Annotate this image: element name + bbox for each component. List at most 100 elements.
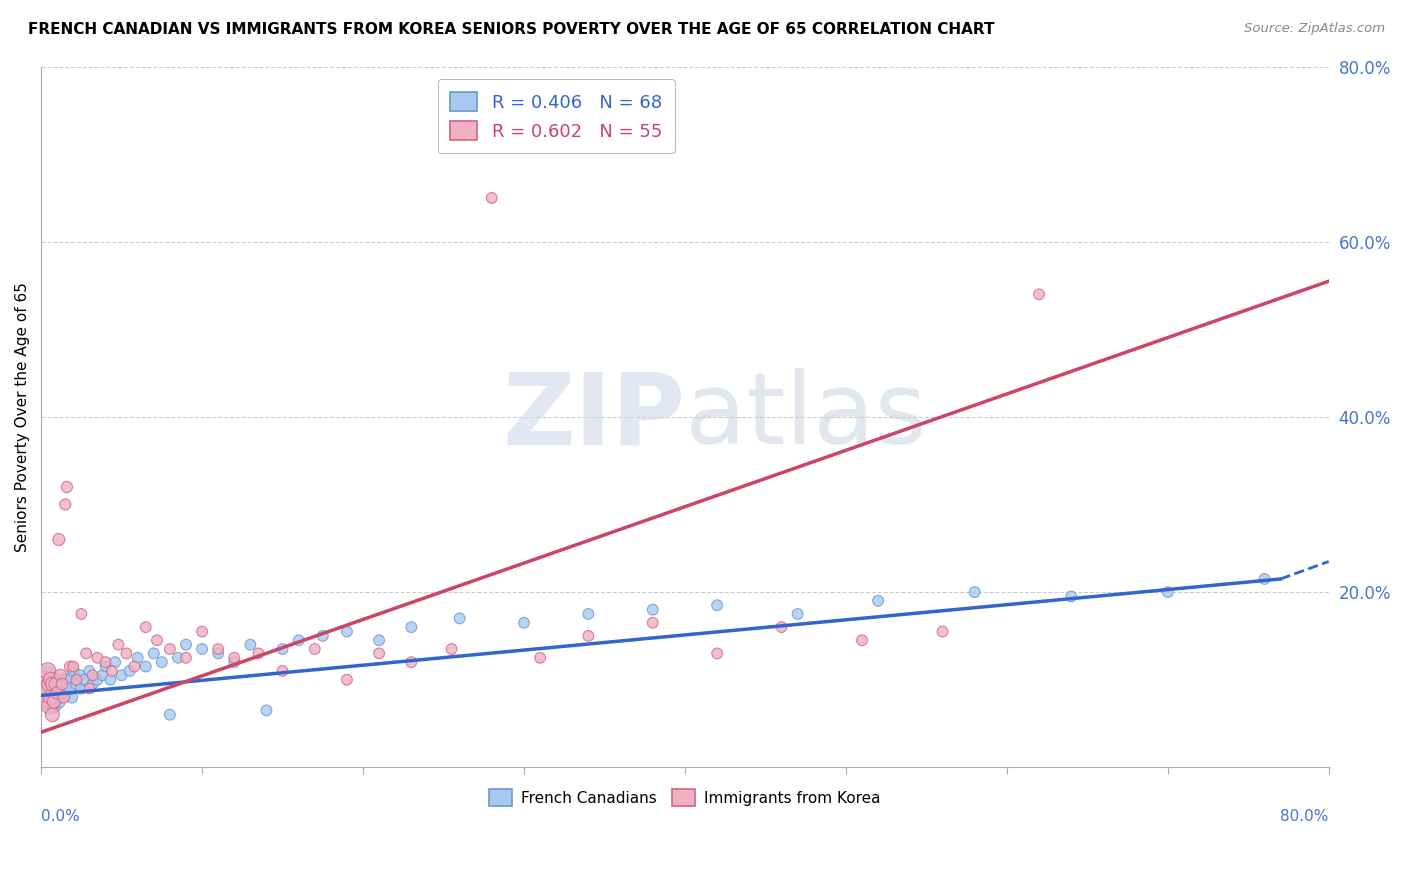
Point xyxy=(75,647,97,661)
Point xyxy=(79,681,101,696)
Point xyxy=(576,607,599,621)
Point xyxy=(49,681,72,696)
Point xyxy=(786,607,808,621)
Point xyxy=(60,690,83,705)
Point xyxy=(45,690,67,705)
Point xyxy=(51,677,73,691)
Point xyxy=(336,673,359,687)
Point xyxy=(107,638,129,652)
Point xyxy=(150,655,173,669)
Point xyxy=(868,594,890,608)
Point xyxy=(135,620,157,634)
Point xyxy=(224,655,246,669)
Point xyxy=(52,690,75,705)
Point xyxy=(39,673,62,687)
Point xyxy=(94,655,117,669)
Point xyxy=(368,633,391,648)
Point xyxy=(38,681,60,696)
Point xyxy=(127,650,149,665)
Point xyxy=(304,642,326,657)
Point xyxy=(191,642,214,657)
Point xyxy=(851,633,873,648)
Point xyxy=(79,664,101,678)
Point xyxy=(1060,590,1083,604)
Point xyxy=(368,647,391,661)
Point xyxy=(641,602,664,616)
Point xyxy=(53,677,76,691)
Text: 0.0%: 0.0% xyxy=(41,809,80,824)
Point xyxy=(1253,572,1275,586)
Point xyxy=(45,673,67,687)
Point xyxy=(53,498,76,512)
Point xyxy=(104,655,127,669)
Point xyxy=(401,620,423,634)
Point xyxy=(174,638,197,652)
Text: 80.0%: 80.0% xyxy=(1281,809,1329,824)
Point xyxy=(118,664,141,678)
Point xyxy=(48,695,70,709)
Point xyxy=(56,686,79,700)
Point xyxy=(73,673,96,687)
Point xyxy=(42,681,65,696)
Point xyxy=(65,677,87,691)
Point xyxy=(38,698,60,713)
Point xyxy=(239,638,262,652)
Point xyxy=(641,615,664,630)
Point xyxy=(37,664,59,678)
Point xyxy=(174,650,197,665)
Point xyxy=(38,677,60,691)
Point xyxy=(101,664,124,678)
Point xyxy=(49,668,72,682)
Text: ZIP: ZIP xyxy=(502,368,685,466)
Point xyxy=(159,642,181,657)
Point xyxy=(1157,585,1180,599)
Point xyxy=(37,668,59,682)
Point xyxy=(62,664,84,678)
Y-axis label: Seniors Poverty Over the Age of 65: Seniors Poverty Over the Age of 65 xyxy=(15,282,30,552)
Point xyxy=(115,647,138,661)
Text: Source: ZipAtlas.com: Source: ZipAtlas.com xyxy=(1244,22,1385,36)
Point xyxy=(82,677,104,691)
Point xyxy=(39,673,62,687)
Point xyxy=(98,673,121,687)
Point xyxy=(224,650,246,665)
Point xyxy=(42,698,65,713)
Point xyxy=(62,659,84,673)
Point xyxy=(70,681,93,696)
Point xyxy=(167,650,190,665)
Point xyxy=(52,673,75,687)
Point xyxy=(35,673,58,687)
Point xyxy=(247,647,270,661)
Point xyxy=(34,690,56,705)
Point xyxy=(256,703,278,717)
Point xyxy=(41,707,63,722)
Point xyxy=(46,677,69,691)
Point xyxy=(38,695,60,709)
Point xyxy=(931,624,953,639)
Point xyxy=(51,686,73,700)
Point xyxy=(207,647,229,661)
Point xyxy=(46,686,69,700)
Point xyxy=(135,659,157,673)
Point xyxy=(41,677,63,691)
Point xyxy=(706,647,728,661)
Point xyxy=(48,533,70,547)
Text: FRENCH CANADIAN VS IMMIGRANTS FROM KOREA SENIORS POVERTY OVER THE AGE OF 65 CORR: FRENCH CANADIAN VS IMMIGRANTS FROM KOREA… xyxy=(28,22,994,37)
Point xyxy=(91,668,114,682)
Point xyxy=(65,673,87,687)
Point xyxy=(336,624,359,639)
Point xyxy=(1028,287,1050,301)
Point xyxy=(191,624,214,639)
Point xyxy=(271,642,294,657)
Point xyxy=(576,629,599,643)
Point xyxy=(86,673,108,687)
Point xyxy=(146,633,169,648)
Point xyxy=(271,664,294,678)
Legend: French Canadians, Immigrants from Korea: French Canadians, Immigrants from Korea xyxy=(484,783,887,813)
Point xyxy=(70,607,93,621)
Point xyxy=(59,659,82,673)
Point xyxy=(124,659,146,673)
Point xyxy=(37,681,59,696)
Point xyxy=(82,668,104,682)
Point xyxy=(401,655,423,669)
